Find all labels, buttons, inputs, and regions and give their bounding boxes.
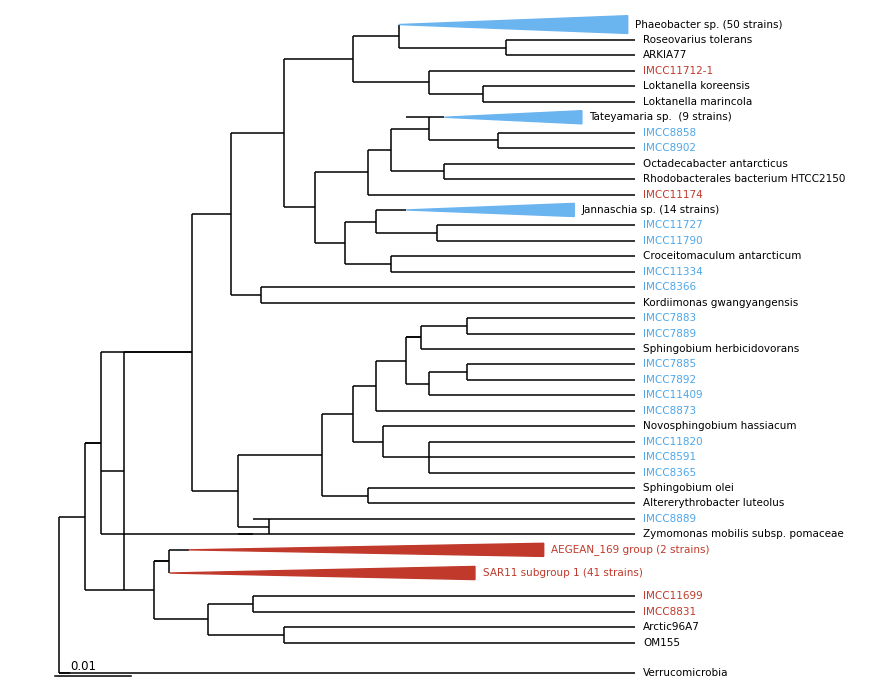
Polygon shape bbox=[188, 543, 544, 556]
Text: 0.01: 0.01 bbox=[70, 660, 96, 673]
Text: IMCC11699: IMCC11699 bbox=[643, 591, 703, 601]
Text: IMCC11174: IMCC11174 bbox=[643, 189, 703, 200]
Text: IMCC8873: IMCC8873 bbox=[643, 406, 696, 416]
Text: IMCC8889: IMCC8889 bbox=[643, 514, 696, 524]
Text: Altererythrobacter luteolus: Altererythrobacter luteolus bbox=[643, 498, 785, 509]
Text: IMCC7883: IMCC7883 bbox=[643, 313, 696, 323]
Text: Loktanella marincola: Loktanella marincola bbox=[643, 97, 753, 107]
Text: IMCC8591: IMCC8591 bbox=[643, 452, 696, 462]
Text: Tateyamaria sp.  (9 strains): Tateyamaria sp. (9 strains) bbox=[589, 112, 732, 122]
Text: IMCC11334: IMCC11334 bbox=[643, 267, 703, 276]
Text: Novosphingobium hassiacum: Novosphingobium hassiacum bbox=[643, 422, 796, 431]
Text: IMCC7892: IMCC7892 bbox=[643, 375, 696, 385]
Text: Loktanella koreensis: Loktanella koreensis bbox=[643, 82, 750, 91]
Text: Arctic96A7: Arctic96A7 bbox=[643, 622, 700, 632]
Polygon shape bbox=[445, 111, 582, 124]
Text: Roseovarius tolerans: Roseovarius tolerans bbox=[643, 35, 753, 45]
Text: Jannaschia sp. (14 strains): Jannaschia sp. (14 strains) bbox=[582, 205, 720, 215]
Text: OM155: OM155 bbox=[643, 637, 680, 648]
Polygon shape bbox=[406, 203, 575, 216]
Text: AEGEAN_169 group (2 strains): AEGEAN_169 group (2 strains) bbox=[551, 544, 710, 556]
Text: SAR11 subgroup 1 (41 strains): SAR11 subgroup 1 (41 strains) bbox=[482, 568, 643, 578]
Text: IMCC8366: IMCC8366 bbox=[643, 282, 696, 292]
Text: IMCC8831: IMCC8831 bbox=[643, 607, 696, 616]
Text: IMCC8365: IMCC8365 bbox=[643, 468, 696, 477]
Polygon shape bbox=[399, 15, 628, 34]
Text: Octadecabacter antarcticus: Octadecabacter antarcticus bbox=[643, 158, 788, 169]
Text: IMCC8902: IMCC8902 bbox=[643, 143, 696, 153]
Text: IMCC11727: IMCC11727 bbox=[643, 221, 703, 230]
Text: Rhodobacterales bacterium HTCC2150: Rhodobacterales bacterium HTCC2150 bbox=[643, 174, 845, 184]
Text: IMCC11712-1: IMCC11712-1 bbox=[643, 66, 713, 76]
Text: Sphingobium olei: Sphingobium olei bbox=[643, 483, 734, 493]
Text: IMCC11409: IMCC11409 bbox=[643, 390, 703, 401]
Text: Sphingobium herbicidovorans: Sphingobium herbicidovorans bbox=[643, 344, 800, 354]
Text: IMCC8858: IMCC8858 bbox=[643, 128, 696, 138]
Text: Kordiimonas gwangyangensis: Kordiimonas gwangyangensis bbox=[643, 297, 798, 308]
Text: IMCC11790: IMCC11790 bbox=[643, 236, 703, 246]
Text: Phaeobacter sp. (50 strains): Phaeobacter sp. (50 strains) bbox=[636, 20, 783, 29]
Text: ARKIA77: ARKIA77 bbox=[643, 50, 687, 61]
Text: IMCC7885: IMCC7885 bbox=[643, 359, 696, 369]
Text: IMCC11820: IMCC11820 bbox=[643, 437, 703, 447]
Text: Zymomonas mobilis subsp. pomaceae: Zymomonas mobilis subsp. pomaceae bbox=[643, 529, 844, 540]
Text: IMCC7889: IMCC7889 bbox=[643, 329, 696, 339]
Polygon shape bbox=[169, 567, 475, 579]
Text: Verrucomicrobia: Verrucomicrobia bbox=[643, 669, 728, 678]
Text: Croceitomaculum antarcticum: Croceitomaculum antarcticum bbox=[643, 251, 801, 261]
